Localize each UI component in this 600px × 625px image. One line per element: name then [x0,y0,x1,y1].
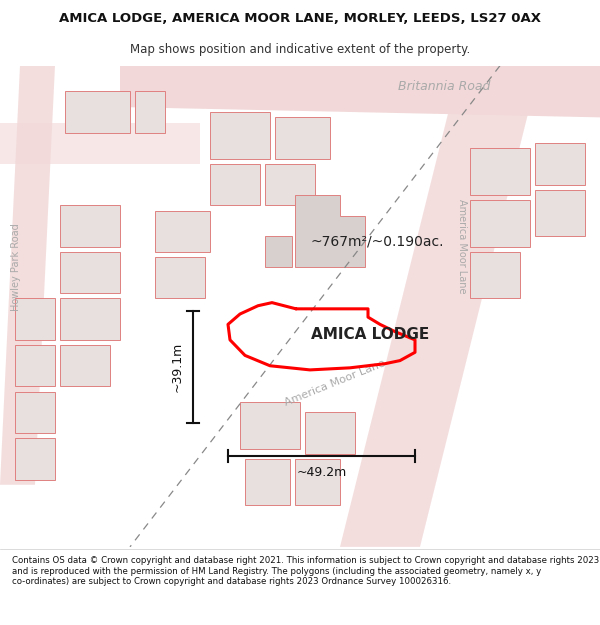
Polygon shape [65,91,130,133]
Polygon shape [470,148,530,195]
Polygon shape [470,252,520,299]
Polygon shape [470,200,530,247]
Polygon shape [535,143,585,184]
Text: America Moor Lane: America Moor Lane [283,359,387,408]
Text: AMICA LODGE, AMERICA MOOR LANE, MORLEY, LEEDS, LS27 0AX: AMICA LODGE, AMERICA MOOR LANE, MORLEY, … [59,12,541,25]
Text: ~49.2m: ~49.2m [296,466,347,479]
Polygon shape [120,66,600,118]
Polygon shape [155,257,205,299]
Polygon shape [265,236,292,268]
Polygon shape [240,402,300,449]
Text: AMICA LODGE: AMICA LODGE [311,328,429,342]
Polygon shape [120,66,600,102]
Polygon shape [275,118,330,159]
Text: ~767m²/~0.190ac.: ~767m²/~0.190ac. [310,234,443,249]
Polygon shape [60,252,120,293]
Polygon shape [15,438,55,479]
Text: ~39.1m: ~39.1m [171,342,184,392]
Polygon shape [295,195,365,268]
Polygon shape [60,299,120,340]
Polygon shape [0,122,200,164]
Polygon shape [15,345,55,386]
Polygon shape [135,91,165,133]
Polygon shape [340,66,540,547]
Polygon shape [245,459,290,506]
Text: Contains OS data © Crown copyright and database right 2021. This information is : Contains OS data © Crown copyright and d… [12,556,599,586]
Polygon shape [265,164,315,206]
Text: Howley Park Road: Howley Park Road [11,224,21,311]
Text: America Moor Lane: America Moor Lane [457,199,467,294]
Polygon shape [295,459,340,506]
Polygon shape [155,211,210,252]
Polygon shape [60,206,120,247]
Polygon shape [210,164,260,206]
Polygon shape [15,299,55,340]
Polygon shape [0,66,55,485]
Polygon shape [210,112,270,159]
Polygon shape [60,345,110,386]
Polygon shape [305,412,355,454]
Polygon shape [535,190,585,236]
Text: Britannia Road: Britannia Road [398,80,490,93]
Text: Map shows position and indicative extent of the property.: Map shows position and indicative extent… [130,42,470,56]
Polygon shape [15,392,55,433]
